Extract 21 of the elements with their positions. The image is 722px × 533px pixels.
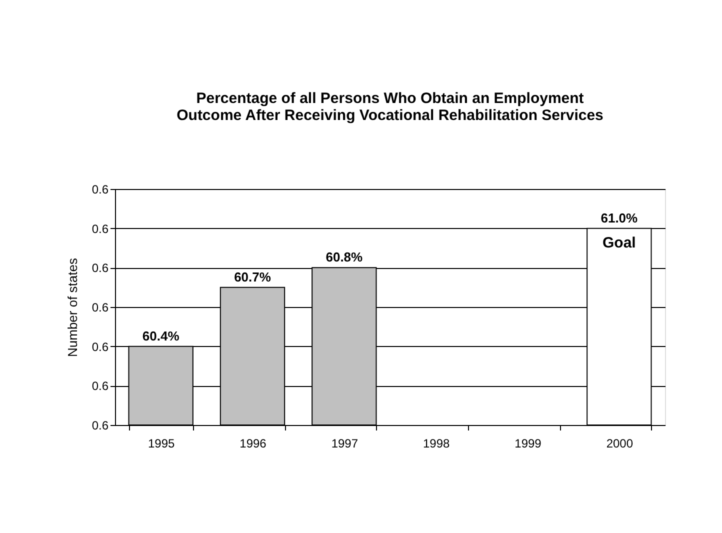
text: Percentage of all Persons Who Obtain an Employment	[196, 90, 584, 107]
y-axis-title: Number of states	[64, 258, 80, 357]
data-label: 60.8%	[326, 250, 364, 265]
data-label: 60.4%	[142, 328, 180, 344]
data-label: 61.0%	[600, 210, 638, 226]
x-tick-label: 1998	[422, 436, 450, 450]
y-tick-label: 0.6	[92, 379, 109, 394]
x-tick-label: 1999	[514, 436, 542, 450]
x-tick-label: 2000	[606, 436, 634, 450]
y-tick-label: 0.6	[92, 340, 109, 354]
annotation: Goal	[602, 234, 636, 252]
text: Outcome After Receiving Vocational Rehabilitation Services	[176, 107, 604, 124]
y-tick-label: 0.6	[92, 418, 109, 432]
x-tick-label: 1997	[331, 436, 358, 450]
data-label: 60.7%	[234, 269, 272, 284]
x-tick-label: 1996	[240, 436, 267, 450]
y-tick-label: 0.6	[92, 182, 109, 196]
y-tick-label: 0.6	[92, 261, 109, 276]
y-tick-label: 0.6	[92, 222, 109, 236]
y-tick-label: 0.6	[92, 300, 109, 314]
x-tick-label: 1995	[148, 436, 176, 450]
